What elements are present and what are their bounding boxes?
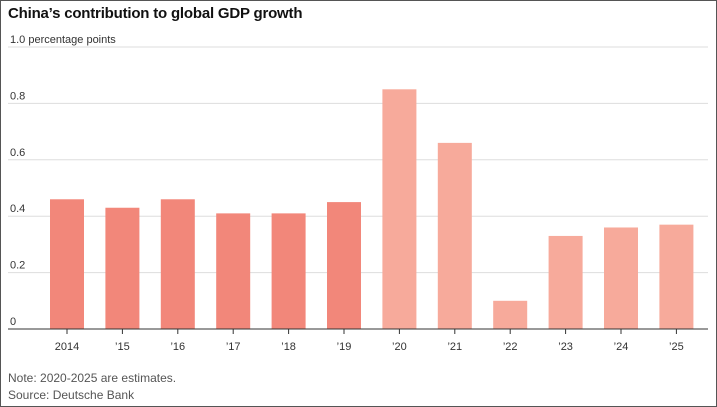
chart-note: Note: 2020-2025 are estimates. (8, 371, 177, 385)
bar-7 (437, 142, 472, 329)
y-tick-label: 1.0 percentage points (10, 34, 116, 46)
bars (50, 89, 694, 329)
x-tick-label: ’21 (447, 341, 462, 353)
x-tick-label: ’18 (281, 341, 296, 353)
x-tick-label: ’25 (669, 341, 684, 353)
bar-0 (50, 199, 84, 329)
bar-8 (493, 300, 528, 329)
x-tick-label: ’23 (558, 341, 573, 353)
x-tick-label: ’16 (170, 341, 185, 353)
x-tick-label: ’15 (115, 341, 130, 353)
bar-1 (105, 207, 140, 329)
y-tick-label: 0.4 (10, 203, 25, 215)
x-axis-labels: 2014 ’15 ’16 ’17 ’18 ’19 ’20 ’21 ’22 ’23 ’24 ’25 (55, 341, 684, 353)
x-tick-label: ’22 (503, 341, 518, 353)
chart-source: Source: Deutsche Bank (8, 388, 135, 402)
y-tick-label: 0.8 (10, 90, 25, 102)
x-tick-label: ’20 (392, 341, 407, 353)
y-tick-label: 0 (10, 316, 16, 328)
x-tick-label: ’24 (614, 341, 629, 353)
bar-2 (160, 199, 195, 329)
bar-10 (604, 227, 638, 329)
y-tick-label: 0.2 (10, 260, 25, 272)
bar-3 (216, 213, 251, 329)
x-tick-label: ’17 (226, 341, 241, 353)
x-tick-label: ’19 (337, 341, 352, 353)
chart-title: China’s contribution to global GDP growt… (8, 5, 303, 22)
bar-5 (327, 202, 361, 329)
x-axis (8, 328, 708, 334)
bar-9 (548, 235, 583, 329)
bar-6 (382, 89, 417, 329)
x-tick-label: 2014 (55, 341, 79, 353)
y-tick-label: 0.6 (10, 147, 25, 159)
bar-4 (271, 213, 306, 329)
y-axis-labels: 0 0.2 0.4 0.6 0.8 1.0 percentage points (10, 34, 116, 328)
bar-11 (659, 224, 694, 329)
